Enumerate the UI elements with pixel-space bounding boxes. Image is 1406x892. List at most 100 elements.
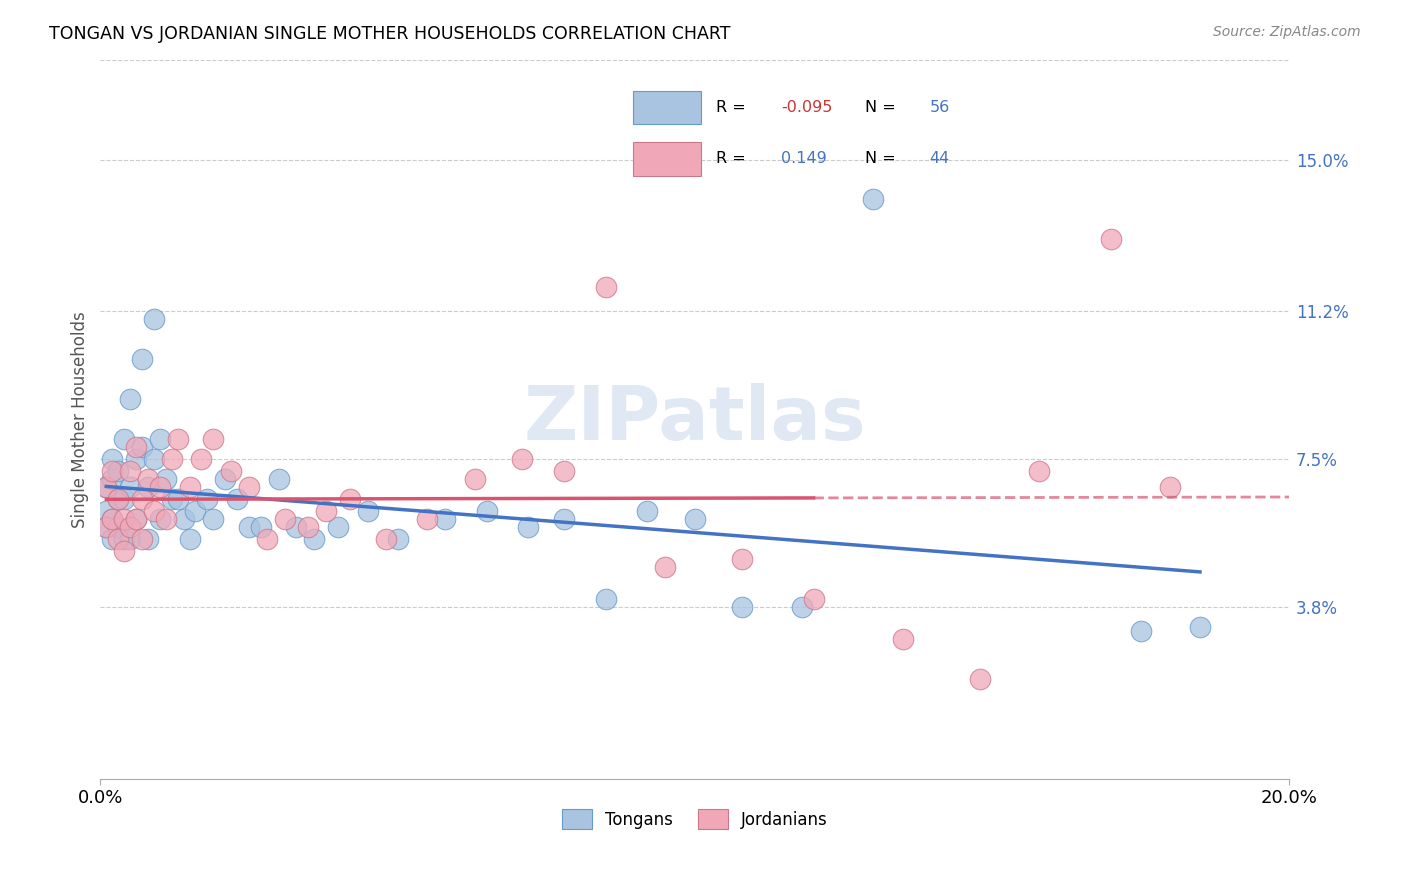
Point bbox=[142, 504, 165, 518]
Point bbox=[179, 480, 201, 494]
Point bbox=[595, 592, 617, 607]
Point bbox=[125, 512, 148, 526]
Point bbox=[434, 512, 457, 526]
Point bbox=[214, 472, 236, 486]
Point bbox=[1099, 232, 1122, 246]
Point bbox=[226, 492, 249, 507]
Point bbox=[131, 352, 153, 367]
Point bbox=[297, 520, 319, 534]
Point bbox=[790, 600, 813, 615]
Point bbox=[304, 532, 326, 546]
Point bbox=[517, 520, 540, 534]
Point bbox=[107, 532, 129, 546]
Point bbox=[731, 552, 754, 566]
Point bbox=[374, 532, 396, 546]
Point bbox=[179, 532, 201, 546]
Point bbox=[107, 464, 129, 478]
Point bbox=[1188, 620, 1211, 634]
Point bbox=[202, 432, 225, 446]
Y-axis label: Single Mother Households: Single Mother Households bbox=[72, 311, 89, 528]
Point bbox=[969, 672, 991, 686]
Point bbox=[101, 452, 124, 467]
Point bbox=[120, 392, 142, 407]
Point bbox=[155, 512, 177, 526]
Point bbox=[256, 532, 278, 546]
Point bbox=[862, 193, 884, 207]
Point bbox=[107, 492, 129, 507]
Point bbox=[683, 512, 706, 526]
Point bbox=[131, 440, 153, 454]
Point bbox=[238, 520, 260, 534]
Point bbox=[125, 440, 148, 454]
Point bbox=[131, 532, 153, 546]
Point bbox=[107, 492, 129, 507]
Text: ZIPatlas: ZIPatlas bbox=[523, 383, 866, 456]
Point bbox=[160, 492, 183, 507]
Point bbox=[595, 280, 617, 294]
Point bbox=[96, 520, 118, 534]
Point bbox=[326, 520, 349, 534]
Point bbox=[125, 452, 148, 467]
Point bbox=[96, 480, 118, 494]
Point bbox=[250, 520, 273, 534]
Point bbox=[195, 492, 218, 507]
Point bbox=[731, 600, 754, 615]
Point bbox=[357, 504, 380, 518]
Point bbox=[155, 472, 177, 486]
Point bbox=[238, 480, 260, 494]
Point bbox=[112, 544, 135, 558]
Point bbox=[190, 452, 212, 467]
Point bbox=[512, 452, 534, 467]
Point bbox=[202, 512, 225, 526]
Point bbox=[416, 512, 439, 526]
Point bbox=[120, 464, 142, 478]
Point bbox=[1159, 480, 1181, 494]
Point bbox=[184, 504, 207, 518]
Point bbox=[101, 464, 124, 478]
Point bbox=[149, 432, 172, 446]
Point bbox=[136, 532, 159, 546]
Point bbox=[120, 532, 142, 546]
Legend: Tongans, Jordanians: Tongans, Jordanians bbox=[555, 803, 835, 835]
Point bbox=[803, 592, 825, 607]
Point bbox=[96, 520, 118, 534]
Point bbox=[112, 532, 135, 546]
Point bbox=[149, 512, 172, 526]
Point bbox=[101, 512, 124, 526]
Point bbox=[142, 312, 165, 326]
Point bbox=[273, 512, 295, 526]
Point bbox=[136, 480, 159, 494]
Point bbox=[160, 452, 183, 467]
Point bbox=[553, 464, 575, 478]
Point bbox=[107, 520, 129, 534]
Point bbox=[96, 504, 118, 518]
Point bbox=[654, 560, 676, 574]
Point bbox=[464, 472, 486, 486]
Point bbox=[636, 504, 658, 518]
Point bbox=[120, 520, 142, 534]
Point bbox=[112, 512, 135, 526]
Point bbox=[1129, 624, 1152, 638]
Point bbox=[149, 480, 172, 494]
Point bbox=[101, 532, 124, 546]
Point bbox=[267, 472, 290, 486]
Point bbox=[339, 492, 361, 507]
Point bbox=[96, 480, 118, 494]
Point bbox=[315, 504, 337, 518]
Point bbox=[166, 492, 188, 507]
Point bbox=[112, 492, 135, 507]
Point bbox=[891, 632, 914, 646]
Text: Source: ZipAtlas.com: Source: ZipAtlas.com bbox=[1213, 25, 1361, 39]
Text: TONGAN VS JORDANIAN SINGLE MOTHER HOUSEHOLDS CORRELATION CHART: TONGAN VS JORDANIAN SINGLE MOTHER HOUSEH… bbox=[49, 25, 731, 43]
Point bbox=[1028, 464, 1050, 478]
Point bbox=[475, 504, 498, 518]
Point bbox=[285, 520, 308, 534]
Point bbox=[125, 512, 148, 526]
Point bbox=[553, 512, 575, 526]
Point bbox=[120, 480, 142, 494]
Point bbox=[166, 432, 188, 446]
Point bbox=[142, 452, 165, 467]
Point bbox=[136, 472, 159, 486]
Point bbox=[112, 432, 135, 446]
Point bbox=[101, 512, 124, 526]
